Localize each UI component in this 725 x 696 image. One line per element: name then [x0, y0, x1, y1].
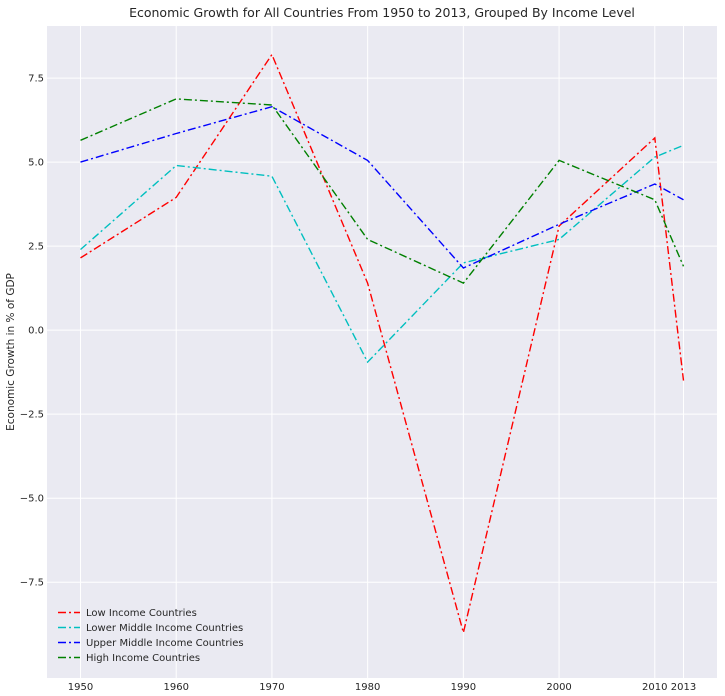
legend-entry: Lower Middle Income Countries: [86, 623, 243, 634]
x-tick-label: 1990: [451, 682, 476, 693]
y-tick-label: 0.0: [28, 326, 44, 337]
plot-background: [47, 26, 717, 678]
x-tick-label: 1960: [163, 682, 188, 693]
legend-entry: High Income Countries: [86, 653, 200, 664]
grid: [47, 26, 717, 678]
y-tick-label: −5.0: [20, 494, 44, 505]
series-line-3: [80, 105, 684, 269]
legend-entry: Low Income Countries: [86, 608, 197, 619]
x-tick-label: 1950: [68, 682, 93, 693]
y-tick-label: −2.5: [20, 410, 44, 421]
y-tick-label: 5.0: [28, 158, 44, 169]
y-tick-label: −7.5: [20, 578, 44, 589]
y-tick-label: 2.5: [28, 242, 44, 253]
series-line-4: [80, 98, 685, 284]
chart-title: Economic Growth for All Countries From 1…: [129, 5, 635, 20]
x-tick-label: 2010: [642, 682, 667, 693]
x-tick-labels: 1950 1960 1970 1980 1990 2000 2010 2013: [68, 682, 696, 693]
x-tick-label: 2000: [546, 682, 571, 693]
y-axis-label: Economic Growth in % of GDP: [5, 273, 17, 431]
y-tick-label: 7.5: [28, 74, 44, 85]
x-tick-label: 1980: [355, 682, 380, 693]
x-tick-label: 1970: [259, 682, 284, 693]
legend-entry: Upper Middle Income Countries: [86, 638, 244, 649]
legend: Low Income Countries Lower Middle Income …: [58, 608, 244, 664]
series-lines: [80, 53, 685, 633]
x-tick-label: 2013: [671, 682, 696, 693]
series-line-2: [80, 144, 684, 364]
y-tick-labels: 7.5 5.0 2.5 0.0 −2.5 −5.0 −7.5: [20, 74, 44, 589]
